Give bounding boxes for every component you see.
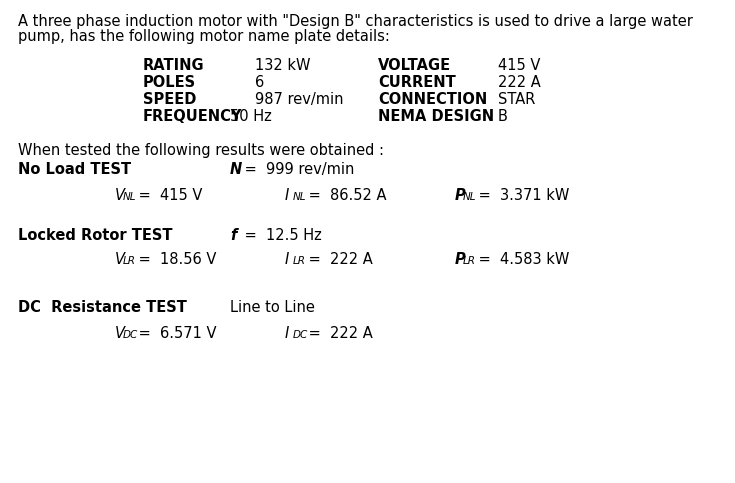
Text: =  3.371 kW: = 3.371 kW (474, 188, 570, 203)
Text: SPEED: SPEED (143, 92, 196, 107)
Text: No Load TEST: No Load TEST (18, 162, 131, 177)
Text: CURRENT: CURRENT (378, 75, 456, 90)
Text: 50 Hz: 50 Hz (230, 109, 272, 124)
Text: DC: DC (293, 330, 308, 340)
Text: 6: 6 (255, 75, 265, 90)
Text: FREQUENCY: FREQUENCY (143, 109, 243, 124)
Text: NEMA DESIGN: NEMA DESIGN (378, 109, 494, 124)
Text: B: B (498, 109, 508, 124)
Text: =  999 rev/min: = 999 rev/min (240, 162, 354, 177)
Text: =  222 A: = 222 A (304, 252, 373, 267)
Text: POLES: POLES (143, 75, 196, 90)
Text: STAR: STAR (498, 92, 535, 107)
Text: =  222 A: = 222 A (304, 326, 373, 341)
Text: NL: NL (123, 192, 137, 202)
Text: LR: LR (293, 256, 306, 266)
Text: P: P (455, 252, 466, 267)
Text: I: I (285, 252, 290, 267)
Text: Line to Line: Line to Line (230, 300, 315, 315)
Text: =  415 V: = 415 V (134, 188, 202, 203)
Text: VOLTAGE: VOLTAGE (378, 58, 451, 73)
Text: =  6.571 V: = 6.571 V (134, 326, 217, 341)
Text: =  18.56 V: = 18.56 V (134, 252, 216, 267)
Text: RATING: RATING (143, 58, 204, 73)
Text: A three phase induction motor with "Design B" characteristics is used to drive a: A three phase induction motor with "Desi… (18, 14, 693, 29)
Text: I: I (285, 326, 290, 341)
Text: V: V (115, 252, 125, 267)
Text: =  4.583 kW: = 4.583 kW (474, 252, 570, 267)
Text: LR: LR (123, 256, 136, 266)
Text: f: f (230, 228, 237, 243)
Text: Locked Rotor TEST: Locked Rotor TEST (18, 228, 173, 243)
Text: P: P (455, 188, 466, 203)
Text: N: N (230, 162, 243, 177)
Text: LR: LR (463, 256, 476, 266)
Text: 415 V: 415 V (498, 58, 540, 73)
Text: I: I (285, 188, 290, 203)
Text: When tested the following results were obtained :: When tested the following results were o… (18, 143, 384, 158)
Text: =  86.52 A: = 86.52 A (304, 188, 387, 203)
Text: DC: DC (123, 330, 138, 340)
Text: NL: NL (293, 192, 306, 202)
Text: pump, has the following motor name plate details:: pump, has the following motor name plate… (18, 29, 390, 44)
Text: DC  Resistance TEST: DC Resistance TEST (18, 300, 187, 315)
Text: V: V (115, 188, 125, 203)
Text: 987 rev/min: 987 rev/min (255, 92, 343, 107)
Text: V: V (115, 326, 125, 341)
Text: CONNECTION: CONNECTION (378, 92, 487, 107)
Text: 132 kW: 132 kW (255, 58, 310, 73)
Text: =  12.5 Hz: = 12.5 Hz (240, 228, 322, 243)
Text: 222 A: 222 A (498, 75, 541, 90)
Text: NL: NL (463, 192, 476, 202)
